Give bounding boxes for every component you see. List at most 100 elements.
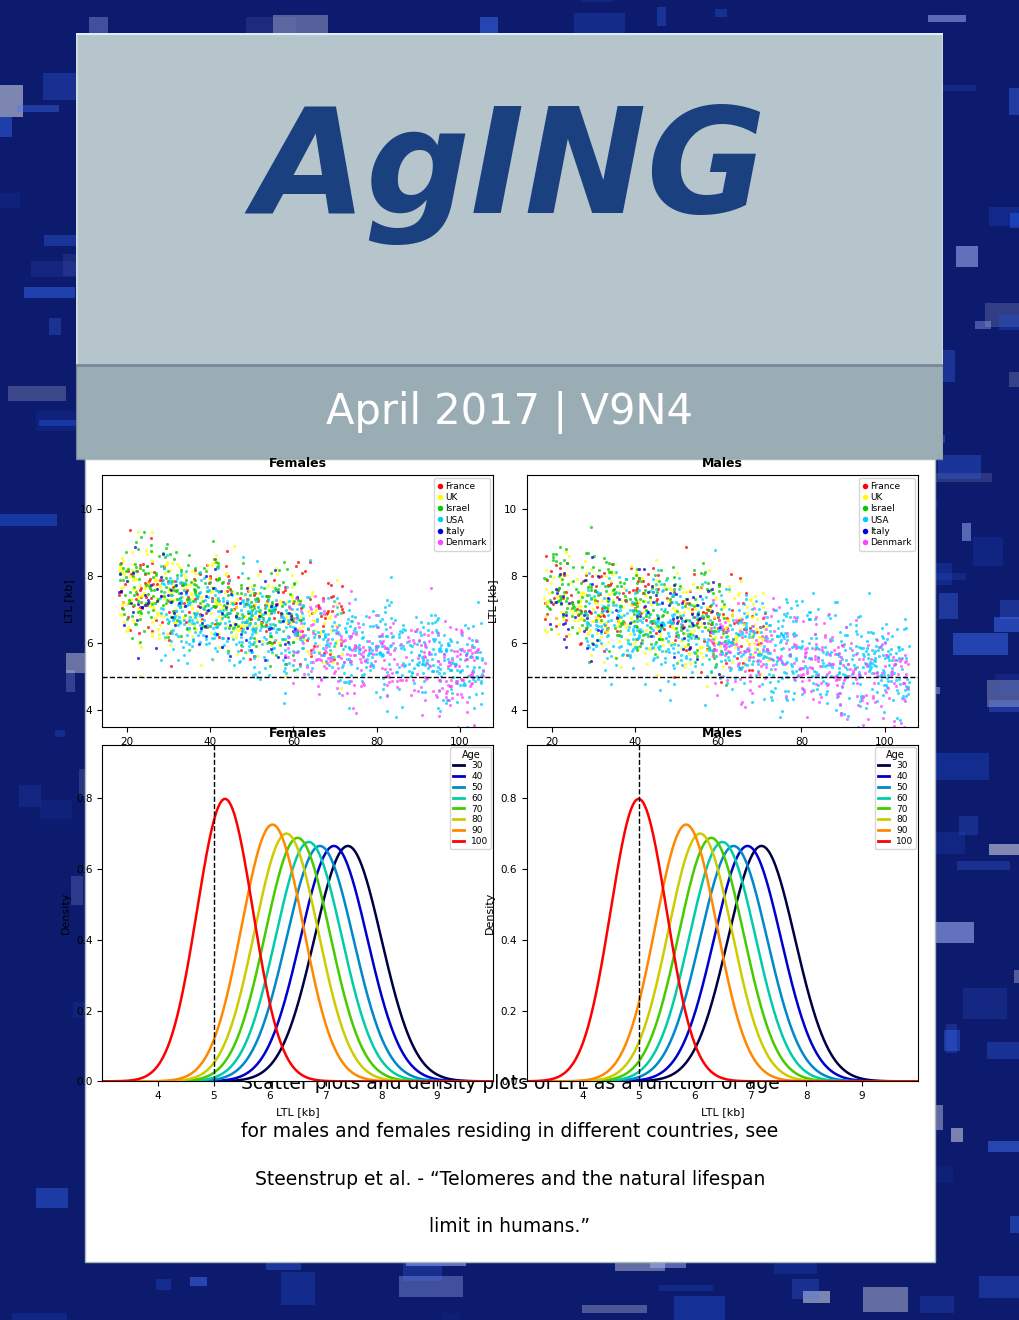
Point [635,570,651,591]
Point [114,557,130,578]
Point [391,620,408,642]
Point [612,607,629,628]
Point [700,638,716,659]
Point [136,521,152,543]
Point [280,652,297,673]
Point [703,578,719,599]
Point [218,590,234,611]
Bar [55,730,65,737]
Point [197,573,213,594]
Point [247,593,263,614]
Bar [291,1137,355,1151]
Point [717,622,734,643]
Point [772,649,789,671]
Point [801,632,817,653]
Point [238,591,255,612]
Point [827,665,844,686]
Bar [870,863,906,887]
Point [317,657,333,678]
Point [140,583,156,605]
Point [691,606,707,627]
Point [570,605,586,626]
Point [717,634,734,655]
Point [559,619,576,640]
Point [261,614,277,635]
Point [224,582,240,603]
Point [819,673,836,694]
Point [890,647,906,668]
Point [567,606,583,627]
Point [883,657,900,678]
Point [602,645,619,667]
Point [311,597,327,618]
Point [719,610,736,631]
Bar [988,701,1019,711]
Point [609,605,626,626]
Point [180,601,197,622]
Point [609,601,626,622]
Point [868,665,884,686]
Point [331,669,347,690]
Bar [789,879,838,907]
Point [421,642,437,663]
Point [143,606,159,627]
Point [730,636,746,657]
Point [288,587,305,609]
Point [260,664,276,685]
Point [798,657,814,678]
Point [198,628,214,649]
Point [688,577,704,598]
Point [299,630,315,651]
Point [586,587,602,609]
Point [363,639,379,660]
Point [575,582,591,603]
Point [229,640,246,661]
Point [886,653,902,675]
Point [698,586,714,607]
Point [258,594,274,615]
Point [691,638,707,659]
Point [721,642,738,663]
Point [187,581,204,602]
Point [202,582,218,603]
Point [178,618,195,639]
Point [388,661,405,682]
Point [596,597,612,618]
Point [751,622,767,643]
Point [840,665,856,686]
Point [583,565,599,586]
Point [762,606,779,627]
Point [266,631,282,652]
Point [555,581,572,602]
Point [126,577,143,598]
Point [170,589,186,610]
Point [626,599,642,620]
Point [328,603,344,624]
Point [631,602,647,623]
Bar [938,593,957,619]
Point [702,595,718,616]
Point [536,593,552,614]
Point [305,603,321,624]
Point [626,593,642,614]
Bar [574,13,625,46]
Point [612,626,629,647]
Point [311,598,327,619]
Point [311,622,327,643]
Point [184,560,201,581]
Point [161,587,177,609]
Point [284,717,301,738]
Point [438,689,454,710]
Point [578,562,594,583]
Point [629,628,645,649]
Point [336,635,353,656]
Point [411,630,427,651]
Point [140,601,156,622]
Point [220,610,236,631]
Point [743,647,759,668]
Point [551,586,568,607]
Point [308,649,324,671]
Point [648,582,664,603]
Point [464,635,480,656]
Point [866,647,882,668]
